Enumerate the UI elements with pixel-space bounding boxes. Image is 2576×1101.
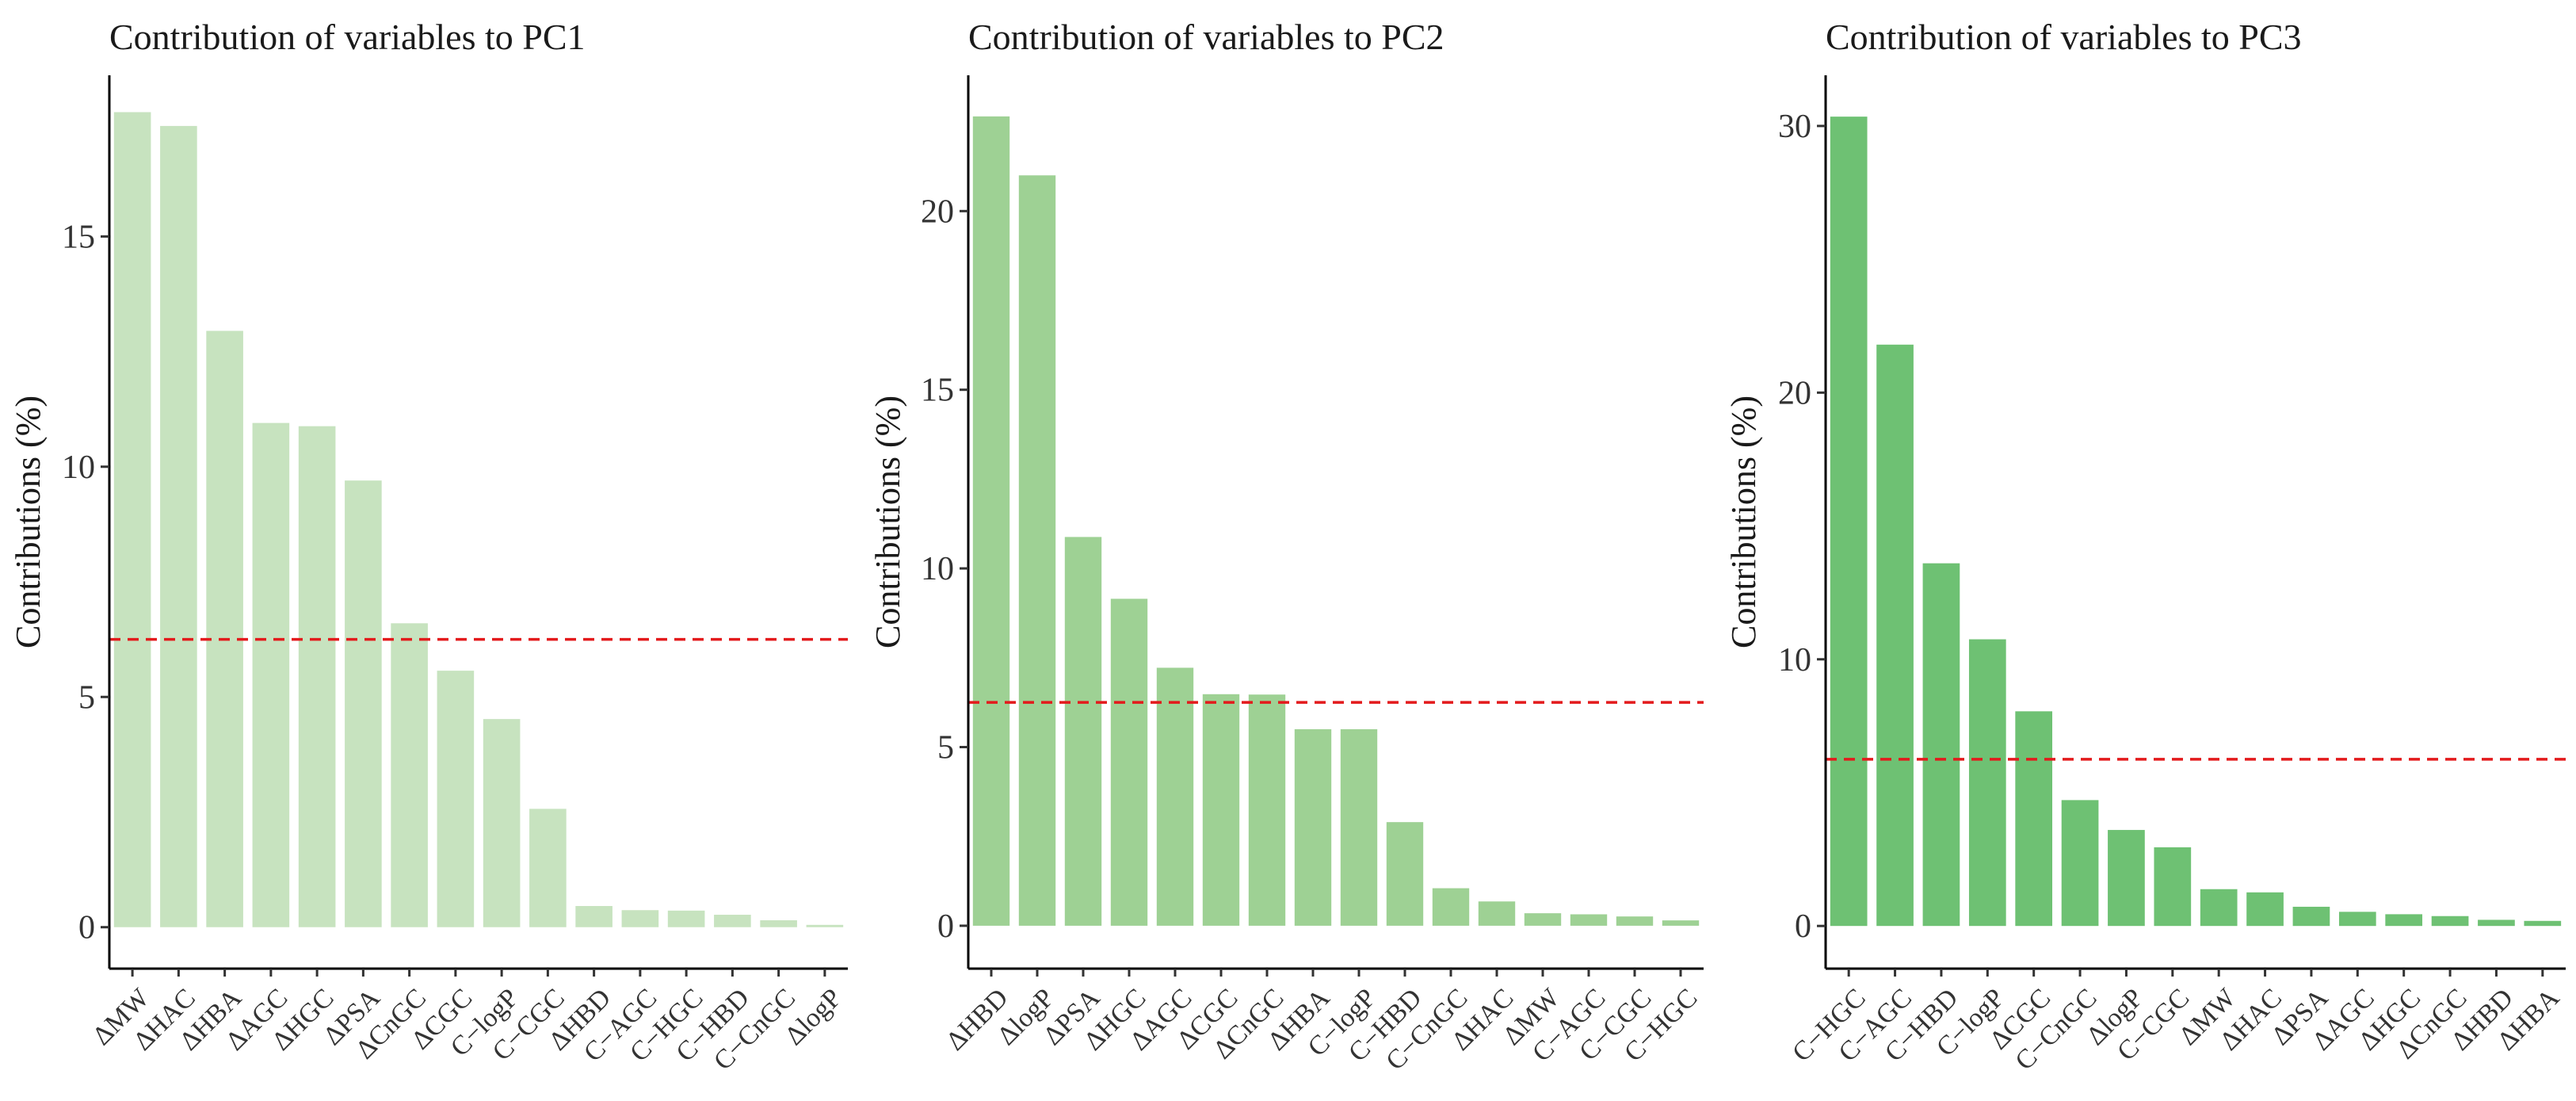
bar [1432, 888, 1470, 926]
chart-panel-pc3: Contribution of variables to PC3 Contribu… [1724, 17, 2566, 1076]
bar [1156, 667, 1194, 926]
bar [1570, 914, 1608, 926]
bar [298, 426, 336, 927]
bar [1478, 901, 1516, 926]
bar [760, 920, 797, 927]
y-tick-label: 5 [78, 679, 95, 716]
y-tick-label: 0 [937, 908, 954, 945]
y-tick-label: 15 [62, 219, 95, 255]
y-tick-label: 5 [937, 730, 954, 766]
bar [2478, 919, 2515, 927]
bar [714, 915, 751, 927]
bar [1294, 728, 1332, 926]
bar [1110, 598, 1148, 926]
bar [1968, 639, 2006, 927]
bar [1662, 920, 1700, 926]
bar [806, 924, 844, 927]
bar [1922, 563, 1960, 927]
bar [391, 623, 428, 927]
bar [972, 116, 1010, 926]
bar [1064, 537, 1102, 926]
bar [2061, 800, 2099, 927]
bar [483, 719, 521, 927]
bar [2431, 916, 2469, 927]
y-tick-label: 10 [62, 449, 95, 486]
y-tick-label: 0 [78, 910, 95, 946]
bar [1340, 728, 1378, 926]
y-tick-label: 30 [1778, 109, 1811, 145]
y-tick-label: 20 [921, 193, 954, 230]
bar [2292, 906, 2330, 927]
bar [345, 480, 382, 927]
bar [2524, 920, 2562, 927]
bar [206, 331, 243, 927]
bar [2154, 847, 2192, 927]
bar [1248, 694, 1286, 926]
bar [113, 112, 151, 927]
bar [437, 671, 475, 927]
chart-title: Contribution of variables to PC2 [968, 17, 1444, 57]
bar [2246, 892, 2284, 927]
bar [2015, 711, 2053, 927]
chart-title: Contribution of variables to PC3 [1826, 17, 2302, 57]
y-tick-label: 15 [921, 373, 954, 409]
y-tick-label: 0 [1795, 908, 1811, 945]
chart-panel-pc1: Contribution of variables to PC1 Contribu… [9, 17, 848, 1076]
bar [160, 125, 197, 927]
chart-title: Contribution of variables to PC1 [109, 17, 586, 57]
bar [1876, 344, 1914, 927]
y-axis-title: Contributions (%) [1724, 396, 1763, 648]
bar [529, 809, 567, 927]
y-tick-label: 10 [921, 551, 954, 587]
bar [2200, 889, 2238, 927]
bar [575, 905, 613, 927]
bar [2385, 914, 2423, 927]
bar [1616, 916, 1654, 926]
chart-panel-pc2: Contribution of variables to PC2 Contribu… [868, 17, 1704, 1076]
bar [2108, 830, 2145, 927]
bar [1018, 175, 1056, 926]
y-tick-label: 20 [1778, 375, 1811, 411]
bar [1524, 913, 1562, 926]
bar [252, 422, 290, 927]
bar [2338, 912, 2376, 927]
bar [1386, 822, 1424, 926]
bar [667, 910, 705, 927]
y-axis-title: Contributions (%) [868, 396, 907, 648]
y-axis-title: Contributions (%) [9, 396, 48, 648]
bar [621, 910, 659, 927]
bar [1202, 694, 1240, 926]
y-tick-label: 10 [1778, 642, 1811, 679]
bar [1830, 117, 1868, 927]
